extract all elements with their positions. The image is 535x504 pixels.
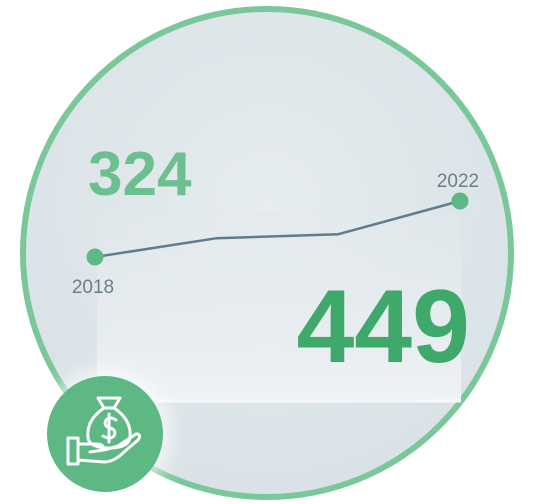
plot: 2018 2022 324 449 bbox=[72, 140, 479, 385]
x-label: 2018 bbox=[72, 277, 114, 298]
end-value-label: 449 bbox=[296, 269, 470, 385]
point-marker bbox=[86, 248, 104, 266]
panel bbox=[97, 212, 461, 400]
point-marker bbox=[451, 192, 469, 210]
x-label: 2022 bbox=[437, 171, 479, 192]
icon-badge bbox=[39, 370, 171, 502]
series-line bbox=[94, 199, 461, 259]
start-value-label: 324 bbox=[88, 140, 192, 209]
